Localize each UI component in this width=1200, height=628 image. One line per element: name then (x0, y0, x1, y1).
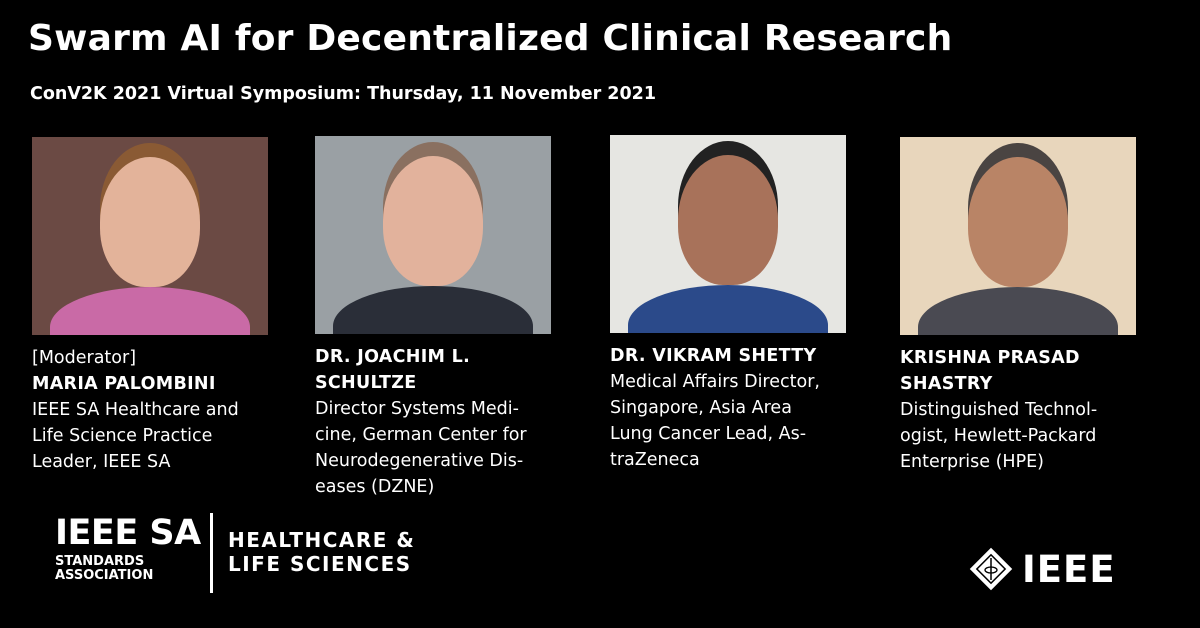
speaker-name: DR. JOACHIM L. (315, 347, 471, 367)
speaker-photo (32, 137, 268, 335)
speaker-title: Lung Cancer Lead, As- (610, 424, 807, 444)
ieee-diamond-icon (969, 547, 1013, 591)
speaker-name: KRISHNA PRASAD (900, 348, 1080, 368)
speaker-title: IEEE SA Healthcare and (32, 400, 239, 420)
speaker-title: ogist, Hewlett-Packard (900, 426, 1097, 446)
speaker-title: eases (DZNE) (315, 477, 435, 497)
speaker-title: traZeneca (610, 450, 700, 470)
speaker-title: Leader, IEEE SA (32, 452, 171, 472)
ieee-wordmark: IEEE (1022, 547, 1116, 591)
sa-logo-small-1: STANDARDS (55, 554, 145, 569)
speaker-photo (900, 137, 1136, 335)
sa-logo-small-2: ASSOCIATION (55, 568, 154, 583)
event-subtitle: ConV2K 2021 Virtual Symposium: Thursday,… (30, 84, 657, 104)
speaker-name: SHASTRY (900, 374, 993, 394)
speaker-card: [Moderator] MARIA PALOMBINI IEEE SA Health… (32, 137, 272, 475)
speaker-title: Neurodegenerative Dis- (315, 451, 524, 471)
speaker-photo (610, 135, 846, 333)
program-line-2: LIFE SCIENCES (228, 552, 412, 576)
ieee-logo: IEEE (968, 546, 1116, 592)
speaker-card: DR. JOACHIM L. SCHULTZE Director Systems M… (315, 136, 555, 500)
speaker-name: DR. VIKRAM SHETTY (610, 346, 817, 366)
speaker-title: Life Science Practice (32, 426, 213, 446)
logo-divider (210, 513, 213, 593)
program-line-1: HEALTHCARE & (228, 528, 416, 552)
speaker-title: Enterprise (HPE) (900, 452, 1045, 472)
speaker-role: [Moderator] (32, 348, 137, 368)
sa-logo-text: IEEE SA (55, 513, 201, 553)
speaker-card: KRISHNA PRASAD SHASTRY Distinguished Techn… (900, 137, 1140, 475)
speaker-title: Director Systems Medi- (315, 399, 519, 419)
speaker-title: Distinguished Technol- (900, 400, 1098, 420)
page-title: Swarm AI for Decentralized Clinical Rese… (28, 18, 953, 59)
speaker-photo (315, 136, 551, 334)
speaker-title: cine, German Center for (315, 425, 527, 445)
ieee-sa-logo: IEEE SA STANDARDS ASSOCIATION (55, 515, 201, 583)
speaker-name: MARIA PALOMBINI (32, 374, 216, 394)
speaker-name: SCHULTZE (315, 373, 417, 393)
speaker-title: Medical Affairs Director, (610, 372, 820, 392)
speaker-title: Singapore, Asia Area (610, 398, 792, 418)
program-name: HEALTHCARE & LIFE SCIENCES (228, 528, 415, 576)
speaker-card: DR. VIKRAM SHETTY Medical Affairs Directo… (610, 135, 850, 473)
